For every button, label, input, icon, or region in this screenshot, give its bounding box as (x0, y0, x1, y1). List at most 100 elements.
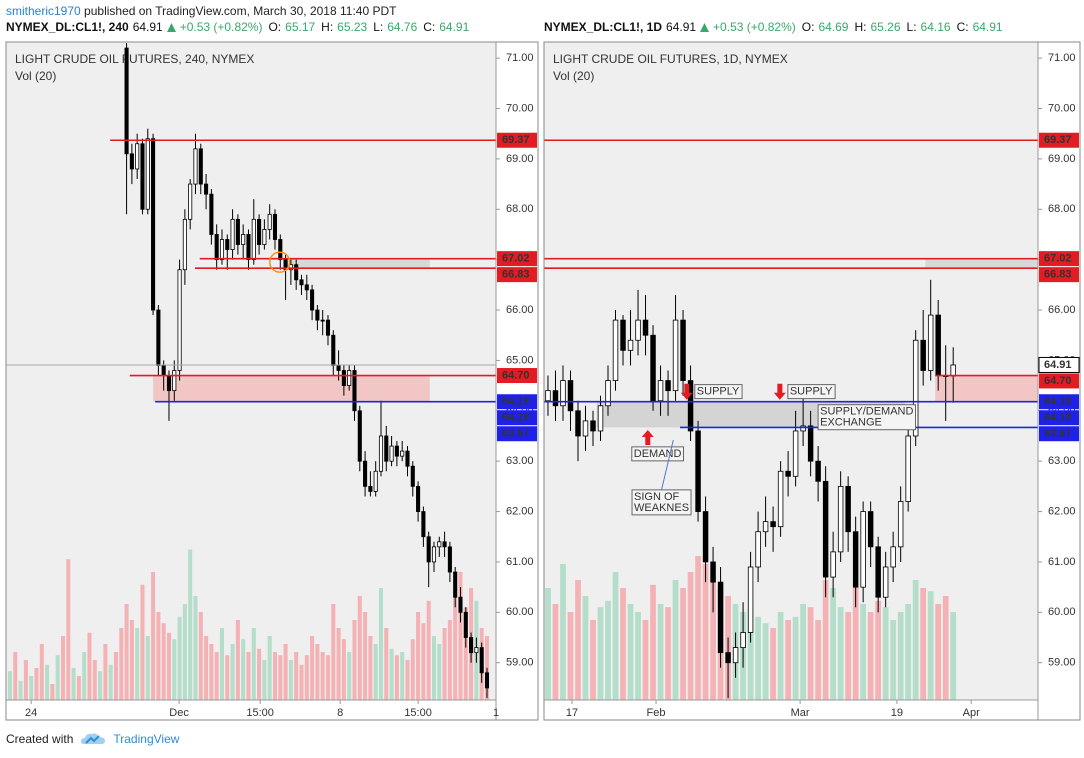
field-label: H: (321, 20, 334, 34)
price-tag-label: 64.70 (1044, 375, 1072, 387)
price-tag (1039, 373, 1079, 389)
price-tag (1039, 410, 1079, 426)
volume-bar (76, 676, 81, 700)
x-tick-label: Dec (169, 707, 189, 719)
price-tag-label: 64.18 (1044, 412, 1072, 424)
change: +0.53 (+0.82%) (179, 20, 263, 34)
field-value: 64.91 (972, 20, 1003, 34)
field-label: L: (373, 20, 384, 34)
candle-body (431, 546, 437, 563)
price-tag (1039, 267, 1079, 283)
panel-frame (5, 41, 539, 721)
candle-body (246, 234, 251, 261)
candle-body (642, 319, 649, 336)
candle-body (463, 611, 468, 638)
volume-bar (687, 572, 694, 700)
plot-area: LIGHT CRUDE OIL FUTURES, 240, NYMEX Vol (… (6, 43, 496, 700)
volume-bar (897, 612, 904, 700)
volume-bar (552, 604, 559, 700)
candle-body (378, 435, 384, 472)
volume-bar (777, 612, 784, 700)
y-tick-label: 59.00 (1048, 657, 1076, 669)
volume-bar (453, 596, 458, 700)
volume-bar (156, 612, 161, 700)
y-tick-label: 61.00 (1048, 556, 1076, 568)
volume-bar (135, 628, 140, 700)
candle-body (635, 319, 641, 341)
brand[interactable]: TradingView (113, 732, 180, 746)
candle-body (680, 319, 686, 381)
candle-body (347, 370, 352, 387)
volume-bar (166, 632, 171, 700)
y-tick-label: 70.00 (1048, 102, 1076, 114)
time-axis-background (6, 700, 496, 720)
volume-bar (325, 655, 330, 700)
volume-bar (82, 652, 87, 700)
volume-bar (262, 660, 267, 700)
x-tick-label: 1 (493, 707, 499, 719)
volume-bar (368, 636, 373, 700)
candle-body (830, 551, 836, 578)
volume-bar (230, 644, 235, 700)
candle-body (241, 234, 246, 245)
volume-bar (822, 580, 829, 700)
candle-body (188, 183, 193, 220)
candle-body (257, 218, 262, 245)
candle-body (575, 410, 581, 437)
volume-bar (702, 564, 709, 700)
candle-body (657, 380, 664, 402)
last-price: 64.91 (666, 20, 697, 34)
price-tag-label: 64.18 (502, 412, 530, 424)
price-tag-label: 69.37 (1044, 134, 1072, 146)
volume-bar (214, 652, 219, 700)
candle-body (935, 314, 941, 376)
volume-bar (927, 591, 934, 700)
price-tag (1038, 356, 1080, 373)
quote-header: NYMEX_DL:CL1!, 240 64.91 +0.53 (+0.82%) O: 6… (6, 20, 469, 34)
x-tick-label: Mar (791, 707, 810, 719)
volume-bar (463, 607, 468, 700)
change: +0.53 (+0.82%) (713, 20, 796, 34)
candle-body (368, 485, 373, 492)
volume-bar (119, 628, 124, 700)
volume-bar (257, 648, 262, 700)
volume-bar (315, 644, 320, 700)
candle-body (325, 319, 331, 336)
price-tag-label: 66.83 (1044, 269, 1072, 281)
candle-body (590, 420, 596, 432)
candle-body (732, 647, 739, 664)
candle-body (792, 430, 799, 477)
user-name[interactable]: smitheric1970 (6, 4, 81, 18)
y-tick-label: 71.00 (506, 52, 534, 64)
y-tick-label: 69.00 (1048, 153, 1076, 165)
volume-bar (45, 664, 50, 700)
candle-body (225, 239, 230, 250)
candle-body (140, 143, 145, 210)
volume-bar (442, 628, 447, 700)
quote-header: NYMEX_DL:CL1!, 1D 64.91 +0.53 (+0.82%) O: 64… (544, 20, 1003, 34)
up-triangle (700, 22, 710, 32)
y-tick-label: 68.00 (506, 203, 534, 215)
candle-body (920, 339, 926, 371)
candle-body (177, 269, 182, 371)
volume-bar (193, 596, 198, 700)
volume-bar (161, 623, 166, 700)
annotation-box (817, 404, 917, 431)
volume-bar (177, 616, 182, 700)
arrow-down (680, 383, 693, 400)
volume-bar (108, 664, 113, 700)
volume-bar (860, 604, 867, 700)
candle-body (770, 521, 776, 528)
volume-bar (204, 636, 209, 700)
y-tick-label: 69.00 (506, 153, 534, 165)
candle-body (426, 536, 431, 563)
candle-body (717, 581, 724, 654)
candle-body (421, 511, 426, 538)
volume-bar (635, 612, 641, 700)
candle-body (135, 143, 140, 170)
y-tick-label: 59.00 (506, 657, 534, 669)
volume-bar (882, 607, 889, 700)
volume-bar (747, 607, 754, 700)
y-tick-label: 61.00 (506, 556, 534, 568)
